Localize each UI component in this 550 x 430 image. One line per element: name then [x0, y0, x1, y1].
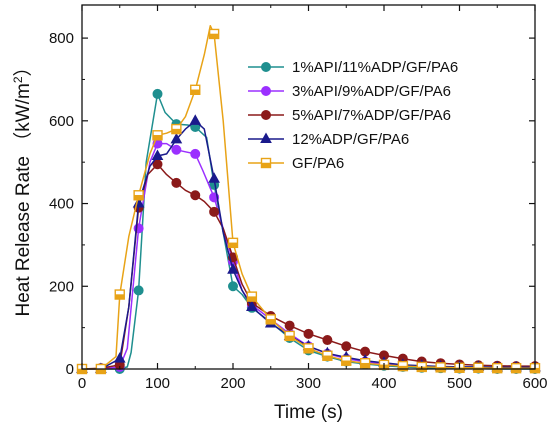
data-point-half — [303, 348, 314, 354]
data-point-half — [96, 368, 106, 374]
x-tick-label: 400 — [371, 375, 396, 392]
x-axis-title: Time (s) — [274, 402, 343, 423]
data-point — [322, 335, 333, 346]
data-point — [209, 206, 220, 217]
data-point-half — [133, 195, 144, 201]
y-axis-title: Heat Release Rate （kW/m2） — [11, 57, 34, 316]
legend-entry: 12%ADP/GF/PA6 — [248, 131, 409, 148]
legend-label: GF/PA6 — [292, 155, 344, 172]
data-point — [341, 341, 352, 352]
data-point-half — [115, 294, 125, 300]
legend-marker — [260, 132, 272, 143]
x-tick-label: 0 — [78, 375, 86, 392]
legend-marker — [261, 110, 271, 120]
y-tick-label: 200 — [49, 278, 74, 295]
data-point — [284, 320, 295, 331]
legend-entry: 1%API/11%ADP/GF/PA6 — [248, 59, 458, 76]
legend-label: 3%API/9%ADP/GF/PA6 — [292, 83, 451, 100]
data-point-half — [77, 368, 87, 374]
y-tick-label: 0 — [66, 361, 74, 378]
data-point-half — [473, 367, 484, 373]
data-point-half — [171, 128, 182, 134]
data-point — [208, 172, 220, 183]
series-line — [82, 24, 535, 370]
data-point-half — [266, 319, 276, 325]
series-line — [82, 93, 535, 370]
data-point-half — [341, 360, 351, 366]
data-point-half — [322, 355, 333, 361]
data-point-half — [511, 367, 521, 373]
legend-entry: GF/PA6 — [248, 155, 344, 172]
data-point — [171, 177, 182, 188]
data-point — [171, 144, 182, 155]
x-tick-label: 200 — [220, 375, 245, 392]
legend-label: 12%ADP/GF/PA6 — [292, 131, 409, 148]
data-point-half — [190, 89, 200, 95]
x-tick-label: 500 — [447, 375, 472, 392]
data-point — [170, 132, 183, 144]
plot-layer — [76, 24, 541, 375]
data-point — [133, 285, 144, 296]
data-point — [113, 352, 126, 363]
legend-marker — [261, 86, 271, 96]
legend: 1%API/11%ADP/GF/PA6 3%API/9%ADP/GF/PA6 5%A… — [248, 59, 458, 172]
legend-label: 1%API/11%ADP/GF/PA6 — [292, 59, 458, 76]
axes-layer: 0 100 200 300 400 500 600 0 200 400 600 800 Time (s)… — [11, 4, 548, 423]
data-point-half — [228, 242, 238, 248]
x-tick-label: 600 — [522, 375, 547, 392]
y-tick-label: 600 — [49, 113, 74, 130]
legend-label: 5%API/7%ADP/GF/PA6 — [292, 107, 451, 124]
legend-entry: 5%API/7%ADP/GF/PA6 — [248, 107, 451, 124]
series-5 — [76, 24, 541, 375]
data-point — [246, 300, 258, 311]
y-tick-label: 400 — [49, 196, 74, 213]
data-point — [303, 328, 314, 339]
data-point-half — [284, 335, 295, 341]
legend-entry: 3%API/9%ADP/GF/PA6 — [248, 83, 451, 100]
legend-marker-half — [261, 162, 271, 168]
x-tick-label: 100 — [145, 375, 170, 392]
data-point-half — [152, 135, 163, 141]
data-point — [228, 281, 238, 292]
x-tick-label: 300 — [296, 375, 321, 392]
y-tick-label: 800 — [49, 30, 74, 47]
legend-marker — [261, 62, 271, 72]
data-point — [152, 88, 163, 99]
data-point-half — [360, 362, 370, 368]
data-point — [189, 114, 202, 125]
data-point — [190, 148, 201, 159]
data-point — [151, 149, 164, 160]
data-point — [227, 263, 239, 274]
data-point-half — [209, 33, 219, 39]
data-point — [190, 190, 201, 201]
data-point-half — [247, 296, 257, 302]
